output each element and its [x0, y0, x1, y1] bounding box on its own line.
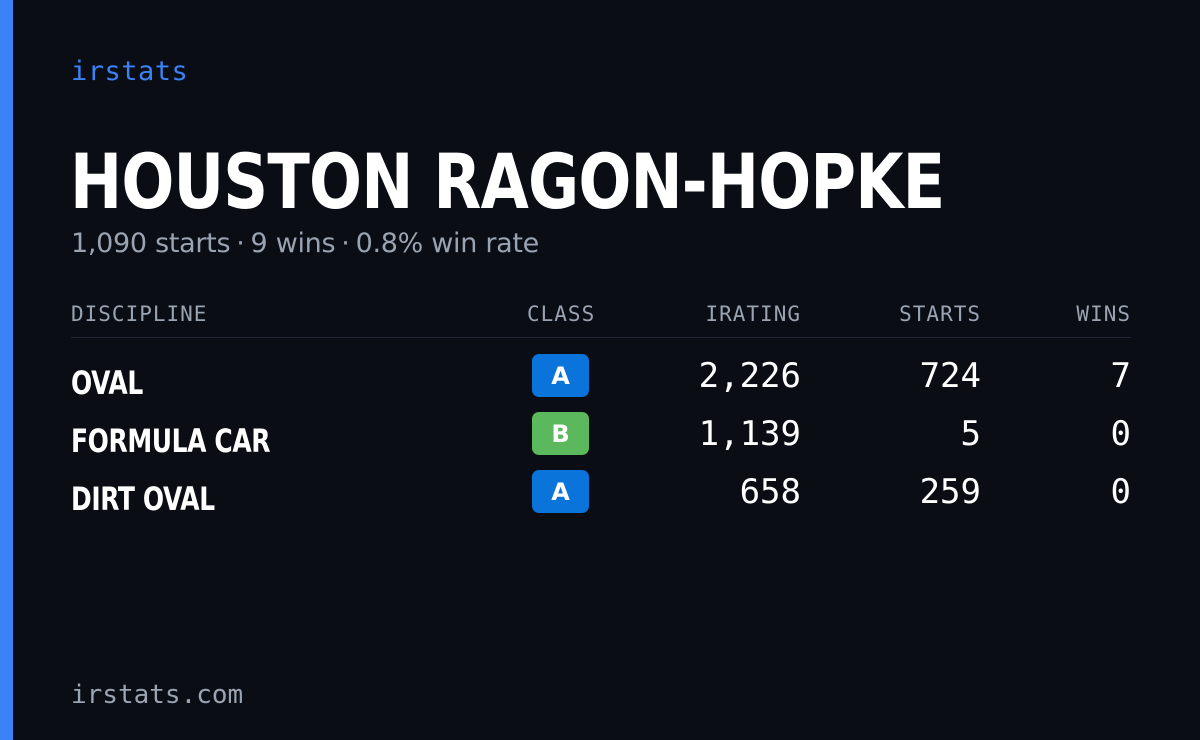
driver-name: HOUSTON RAGON-HOPKE: [70, 137, 945, 226]
irating-value: 1,139: [698, 414, 801, 454]
irating-value: 2,226: [698, 356, 801, 396]
summary-separator: ·: [341, 228, 350, 259]
wins-value: 0: [1110, 414, 1131, 454]
discipline-name: DIRT OVAL: [71, 480, 215, 518]
summary-wins: 9 wins: [250, 228, 336, 259]
summary-starts: 1,090 starts: [71, 228, 231, 259]
table-row: FORMULA CAR B 1,139 5 0: [71, 412, 1131, 470]
discipline-name: FORMULA CAR: [71, 422, 271, 460]
class-badge: B: [532, 412, 589, 455]
table-row: OVAL A 2,226 724 7: [71, 354, 1131, 412]
class-badge: A: [532, 470, 589, 513]
header-wins: WINS: [1076, 302, 1131, 326]
wins-value: 7: [1110, 356, 1131, 396]
wins-value: 0: [1110, 472, 1131, 512]
table-body: OVAL A 2,226 724 7 FORMULA CAR B 1,139 5…: [71, 354, 1131, 528]
starts-value: 259: [919, 472, 981, 512]
summary-separator: ·: [236, 228, 245, 259]
header-irating: IRATING: [705, 302, 801, 326]
discipline-name: OVAL: [71, 364, 143, 402]
header-discipline: DISCIPLINE: [71, 302, 208, 326]
accent-bar: [0, 0, 13, 740]
starts-value: 5: [960, 414, 981, 454]
brand-logo: irstats: [71, 56, 189, 87]
starts-value: 724: [919, 356, 981, 396]
header-class: CLASS: [527, 302, 596, 326]
class-badge: A: [532, 354, 589, 397]
irating-value: 658: [739, 472, 801, 512]
table-header: DISCIPLINE CLASS IRATING STARTS WINS: [71, 298, 1131, 338]
discipline-table: DISCIPLINE CLASS IRATING STARTS WINS OVA…: [71, 298, 1131, 528]
summary-win-rate: 0.8% win rate: [355, 228, 540, 259]
table-row: DIRT OVAL A 658 259 0: [71, 470, 1131, 528]
header-starts: STARTS: [899, 302, 981, 326]
footer-url: irstats.com: [71, 680, 244, 710]
driver-summary: 1,090 starts · 9 wins · 0.8% win rate: [71, 228, 539, 259]
